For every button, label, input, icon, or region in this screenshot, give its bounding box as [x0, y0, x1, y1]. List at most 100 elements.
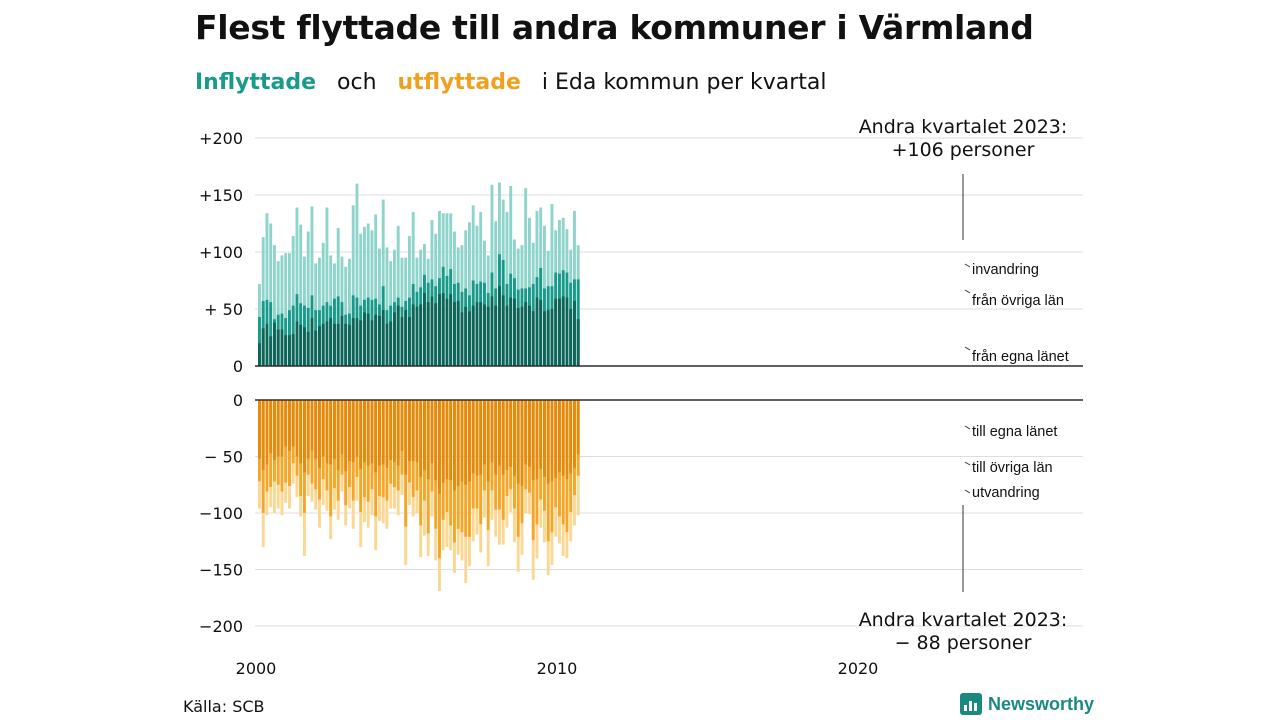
bar-out-egna-lanet — [280, 400, 284, 457]
bar-in-egna-lanet — [336, 323, 340, 366]
x-tick-label: 2020 — [838, 659, 879, 678]
bar-in-egna-lanet — [434, 303, 438, 366]
bar-out-egna-lanet — [543, 400, 546, 477]
subtitle-rest: i Eda kommun per kvartal — [541, 70, 827, 95]
bar-out-egna-lanet — [520, 400, 524, 486]
bar-in-egna-lanet — [284, 335, 288, 366]
bar-out-egna-lanet — [363, 400, 366, 463]
bar-in-invandring — [291, 236, 295, 366]
bar-in-egna-lanet — [576, 319, 580, 366]
bar-in-egna-lanet — [408, 316, 411, 366]
bar-in-invandring — [284, 253, 288, 366]
bar-in-egna-lanet — [381, 310, 385, 366]
bar-out-egna-lanet — [471, 400, 475, 474]
x-tick-label: 2010 — [537, 659, 578, 678]
series-label-in: från egna länet — [972, 349, 1069, 365]
bar-in-egna-lanet — [550, 309, 554, 366]
bar-in-invandring — [359, 233, 363, 366]
bar-in-invandring — [351, 205, 355, 366]
bar-in-egna-lanet — [535, 297, 539, 366]
series-connector — [964, 346, 971, 351]
bar-out-egna-lanet — [314, 400, 318, 459]
bar-in-invandring — [381, 199, 385, 366]
bar-out-egna-lanet — [546, 400, 550, 484]
bar-in-invandring — [280, 255, 284, 366]
series-label-in: från övriga län — [972, 293, 1064, 309]
annotation-top-line1: Andra kvartalet 2023: — [859, 116, 1068, 138]
bar-in-egna-lanet — [471, 305, 475, 366]
series-label-out: till egna länet — [972, 424, 1057, 440]
bar-out-egna-lanet — [524, 400, 528, 465]
bar-out-egna-lanet — [318, 400, 321, 468]
bar-in-egna-lanet — [415, 306, 419, 366]
bar-in-invandring — [374, 214, 378, 366]
bar-out-egna-lanet — [381, 400, 385, 465]
series-label-in: invandring — [972, 262, 1039, 278]
bar-out-egna-lanet — [265, 400, 269, 465]
bar-out-egna-lanet — [299, 400, 303, 464]
bar-out-egna-lanet — [419, 400, 423, 477]
source-note: Källa: SCB — [183, 697, 265, 716]
bar-out-egna-lanet — [329, 400, 333, 465]
bar-out-egna-lanet — [295, 400, 299, 457]
bar-out-egna-lanet — [370, 400, 374, 464]
bar-in-egna-lanet — [378, 315, 381, 366]
bar-out-egna-lanet — [441, 400, 445, 483]
bar-in-egna-lanet — [385, 323, 389, 366]
bar-out-egna-lanet — [569, 400, 573, 474]
y-tick-label-top: +100 — [199, 243, 243, 262]
bar-out-egna-lanet — [404, 400, 408, 475]
bar-out-egna-lanet — [396, 400, 400, 466]
bar-out-egna-lanet — [535, 400, 539, 480]
bar-out-egna-lanet — [344, 400, 348, 472]
bar-in-egna-lanet — [483, 304, 486, 366]
bar-out-egna-lanet — [288, 400, 291, 451]
annotation-bottom-line1: Andra kvartalet 2023: — [859, 609, 1068, 631]
bar-out-egna-lanet — [456, 400, 460, 486]
y-tick-label-top: +150 — [199, 186, 243, 205]
bar-out-egna-lanet — [389, 400, 393, 460]
bar-out-egna-lanet — [303, 400, 306, 473]
bar-out-egna-lanet — [531, 400, 535, 481]
annotation-top-line2: +106 personer — [892, 139, 1035, 161]
bar-out-egna-lanet — [261, 400, 265, 471]
bar-out-egna-lanet — [269, 400, 273, 454]
bar-in-invandring — [288, 253, 291, 366]
bar-out-egna-lanet — [273, 400, 276, 460]
bar-in-egna-lanet — [456, 301, 460, 366]
y-tick-label-top: +200 — [199, 129, 243, 148]
bar-out-egna-lanet — [351, 400, 355, 463]
bar-in-egna-lanet — [280, 329, 284, 366]
bar-out-egna-lanet — [550, 400, 554, 482]
bar-in-egna-lanet — [265, 323, 269, 366]
series-connector — [964, 461, 971, 466]
bar-in-egna-lanet — [453, 302, 456, 366]
bar-out-egna-lanet — [490, 400, 494, 463]
bar-out-egna-lanet — [411, 400, 415, 462]
bar-out-egna-lanet — [565, 400, 569, 480]
bar-in-egna-lanet — [531, 311, 535, 366]
bar-in-egna-lanet — [318, 326, 321, 366]
bar-in-invandring — [355, 183, 359, 366]
bar-out-egna-lanet — [306, 400, 310, 459]
bar-in-egna-lanet — [426, 302, 430, 366]
bar-in-egna-lanet — [306, 331, 310, 366]
subtitle-utflyttade: utflyttade — [397, 70, 521, 95]
bar-in-egna-lanet — [539, 299, 543, 366]
bar-out-egna-lanet — [453, 400, 456, 491]
bar-in-egna-lanet — [366, 313, 370, 366]
bar-in-egna-lanet — [333, 323, 336, 366]
bar-out-egna-lanet — [423, 400, 426, 471]
bar-in-egna-lanet — [528, 305, 531, 366]
bar-in-invandring — [366, 223, 370, 366]
bar-out-egna-lanet — [501, 400, 505, 475]
bar-in-invandring — [276, 261, 280, 366]
y-tick-label-top: + 50 — [204, 300, 243, 319]
logo-wordmark: Newsworthy — [988, 693, 1095, 714]
bar-in-egna-lanet — [438, 294, 441, 366]
bar-in-egna-lanet — [423, 293, 426, 366]
bar-out-egna-lanet — [321, 400, 325, 457]
bar-out-egna-lanet — [333, 400, 336, 459]
bar-out-egna-lanet — [359, 400, 363, 469]
